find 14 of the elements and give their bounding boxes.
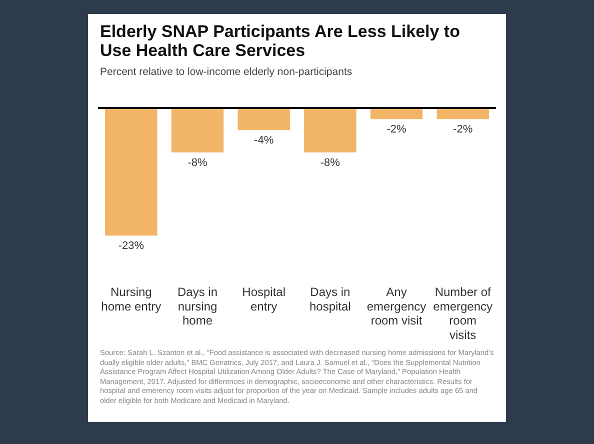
data-label: -23% [118,240,144,252]
x-tick-label: Nursing home entry [101,284,162,314]
data-label: -2% [453,124,473,136]
x-tick-label: Days in nursing home [177,284,218,328]
data-label: -4% [254,134,274,147]
chart-title: Elderly SNAP Participants Are Less Likely to Use Health Care Services [100,22,461,60]
x-tick-label: Days in hospital [309,284,351,314]
data-label: -2% [386,124,406,136]
x-tick-label: Any emergency room visit [366,284,426,328]
data-label: -8% [188,156,208,169]
data-label: -8% [320,156,340,169]
x-tick-label: Number of emergency room visits [433,284,493,342]
x-tick-label: Hospital entry [242,284,286,314]
chart-subtitle: Percent relative to low-income elderly non-participants [100,66,352,78]
